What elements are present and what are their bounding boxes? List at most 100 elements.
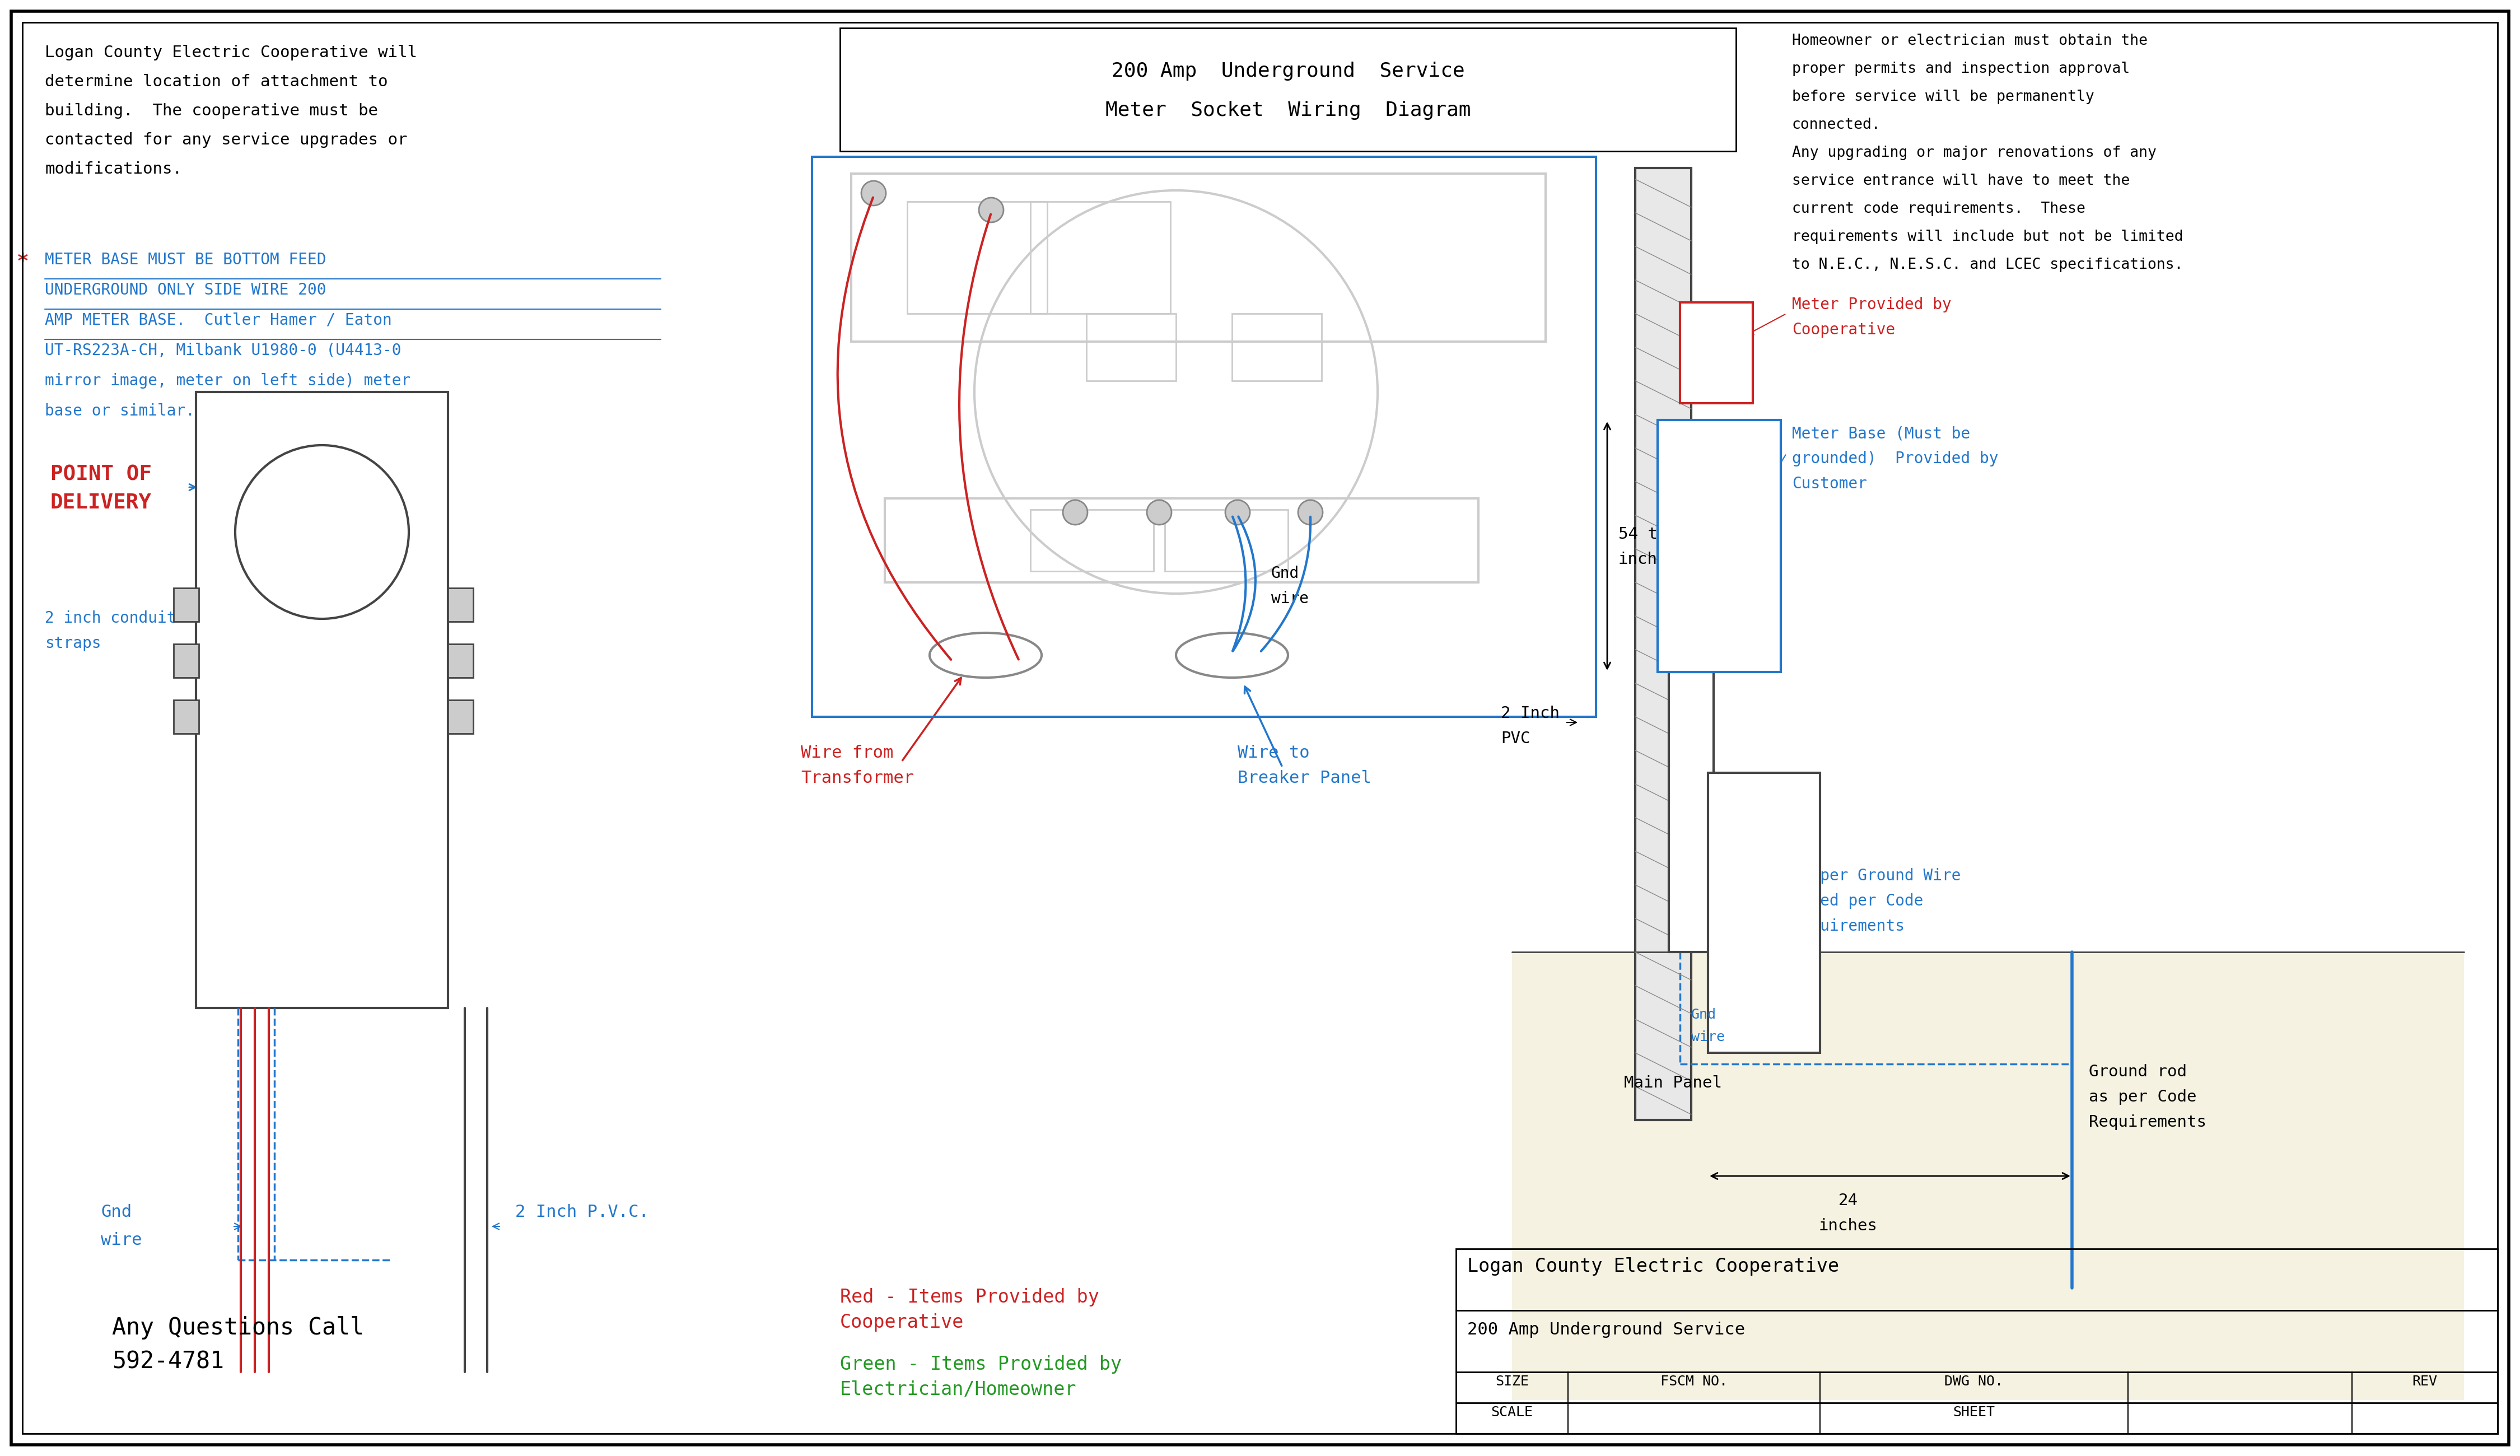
Bar [449,588,474,622]
Circle shape [1298,499,1323,524]
Text: Gnd: Gnd [101,1204,131,1220]
Text: Ground rod: Ground rod [2089,1064,2187,1080]
Text: UT-RS223A-CH, Milbank U1980-0 (U4413-0: UT-RS223A-CH, Milbank U1980-0 (U4413-0 [45,342,401,358]
Text: 200 Amp  Underground  Service: 200 Amp Underground Service [1111,61,1464,80]
Text: contacted for any service upgrades or: contacted for any service upgrades or [45,132,408,149]
Text: before service will be permanently: before service will be permanently [1792,90,2094,105]
Text: current code requirements.  These: current code requirements. These [1792,201,2087,215]
Text: Red - Items Provided by: Red - Items Provided by [839,1289,1099,1306]
Ellipse shape [1177,633,1288,677]
Text: Customer: Customer [1792,476,1867,492]
Text: as per Code: as per Code [2089,1089,2197,1105]
Text: Homeowner or electrician must obtain the: Homeowner or electrician must obtain the [1792,33,2147,48]
Text: inches: inches [1618,552,1678,568]
Bar [1457,1249,2497,1434]
Text: Gnd: Gnd [1270,565,1300,581]
Text: DWG NO.: DWG NO. [1945,1374,2003,1388]
Bar [811,157,1595,716]
Text: grounded)  Provided by: grounded) Provided by [1792,451,1998,466]
Text: POINT OF: POINT OF [50,464,151,485]
Text: SHEET: SHEET [1953,1405,1996,1420]
Bar [1635,167,1691,1120]
Text: Gnd: Gnd [1691,1008,1716,1022]
Bar [1164,510,1288,571]
Text: Main Panel: Main Panel [1623,1075,1721,1091]
Bar [1658,419,1782,673]
Text: straps: straps [45,636,101,651]
Ellipse shape [930,633,1041,677]
Bar [1709,773,1819,1053]
Bar [174,644,199,677]
Text: building.  The cooperative must be: building. The cooperative must be [45,103,378,119]
Text: Meter Provided by: Meter Provided by [1792,297,1950,313]
Text: DELIVERY: DELIVERY [50,492,151,513]
Text: wire: wire [1691,1031,1724,1044]
Text: base or similar.: base or similar. [45,403,194,419]
Text: Requirements: Requirements [1792,919,1905,935]
Text: Any upgrading or major renovations of any: Any upgrading or major renovations of an… [1792,146,2157,160]
Bar [839,28,1736,151]
Bar [885,498,1479,582]
Circle shape [1063,499,1089,524]
Polygon shape [1512,952,2465,1401]
Bar [907,201,1048,313]
Text: 24: 24 [1837,1192,1857,1208]
Bar [1031,201,1169,313]
Text: SIZE: SIZE [1494,1374,1530,1388]
Bar [174,700,199,734]
Text: Cooperative: Cooperative [839,1313,965,1332]
Text: Wire to: Wire to [1237,745,1310,761]
Text: 2 inch conduit: 2 inch conduit [45,610,176,626]
Text: Copper Ground Wire: Copper Ground Wire [1792,868,1961,884]
Circle shape [1225,499,1250,524]
Text: Sized per Code: Sized per Code [1792,893,1923,909]
Text: 54 to 66: 54 to 66 [1618,527,1696,542]
Bar [1031,510,1154,571]
Text: requirements will include but not be limited: requirements will include but not be lim… [1792,230,2182,245]
Text: mirror image, meter on left side) meter: mirror image, meter on left side) meter [45,373,411,389]
Text: Any Questions Call: Any Questions Call [111,1316,363,1340]
Text: Meter  Socket  Wiring  Diagram: Meter Socket Wiring Diagram [1106,100,1472,119]
Bar [174,588,199,622]
Text: AMP METER BASE.  Cutler Hamer / Eaton: AMP METER BASE. Cutler Hamer / Eaton [45,313,393,328]
Text: Wire from: Wire from [801,745,895,761]
Text: 2 Inch P.V.C.: 2 Inch P.V.C. [514,1204,650,1220]
Text: wire: wire [1270,591,1308,607]
Circle shape [862,181,887,205]
Text: SCALE: SCALE [1492,1405,1532,1420]
Text: Cooperative: Cooperative [1792,322,1895,338]
Text: Green - Items Provided by: Green - Items Provided by [839,1356,1121,1373]
Bar [1668,673,1714,952]
Text: Logan County Electric Cooperative: Logan County Electric Cooperative [1467,1257,1840,1275]
Text: Electrician/Homeowner: Electrician/Homeowner [839,1380,1076,1399]
Bar [449,700,474,734]
Text: 200 Amp Underground Service: 200 Amp Underground Service [1467,1322,1744,1338]
Text: UNDERGROUND ONLY SIDE WIRE 200: UNDERGROUND ONLY SIDE WIRE 200 [45,282,325,298]
Text: proper permits and inspection approval: proper permits and inspection approval [1792,61,2129,76]
Bar [1232,313,1320,381]
Text: inches: inches [1819,1219,1877,1233]
Text: REV: REV [2412,1374,2437,1388]
Bar [197,392,449,1008]
Bar [1086,313,1177,381]
Circle shape [1147,499,1172,524]
Text: Breaker Panel: Breaker Panel [1237,770,1371,786]
Text: Meter Base (Must be: Meter Base (Must be [1792,425,1971,441]
Text: FSCM NO.: FSCM NO. [1661,1374,1729,1388]
Text: 592-4781: 592-4781 [111,1350,224,1373]
Text: determine location of attachment to: determine location of attachment to [45,74,388,90]
Text: Requirements: Requirements [2089,1114,2208,1130]
Text: Logan County Electric Cooperative will: Logan County Electric Cooperative will [45,45,418,61]
Text: modifications.: modifications. [45,162,181,178]
Text: connected.: connected. [1792,118,1880,132]
Text: *: * [18,252,30,271]
Circle shape [978,198,1003,223]
Text: METER BASE MUST BE BOTTOM FEED: METER BASE MUST BE BOTTOM FEED [45,252,325,268]
Text: Transformer: Transformer [801,770,915,786]
Text: to N.E.C., N.E.S.C. and LCEC specifications.: to N.E.C., N.E.S.C. and LCEC specificati… [1792,258,2182,272]
Text: wire: wire [101,1232,141,1248]
Bar [852,173,1545,342]
Bar [1681,303,1754,403]
Bar [449,644,474,677]
Text: PVC: PVC [1502,731,1530,747]
